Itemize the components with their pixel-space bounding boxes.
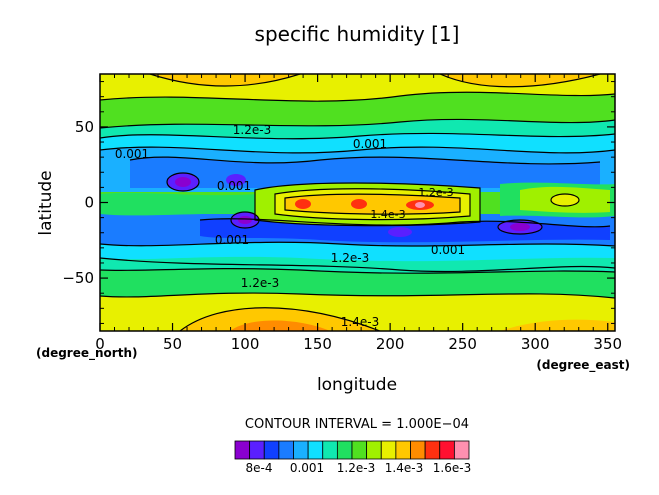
band-south-orange2 — [230, 320, 330, 331]
colorbar — [234, 440, 470, 460]
colorbar-swatch — [380, 440, 397, 460]
contour-label: 0.001 — [217, 179, 251, 193]
y-tick-label: −50 — [62, 269, 94, 287]
spot-red-2 — [351, 199, 367, 209]
contour-label: 1.2e-3 — [331, 251, 369, 265]
colorbar-swatch — [366, 440, 382, 460]
spot-yellow-east — [551, 194, 579, 206]
colorbar-tick-label: 1.2e-3 — [337, 461, 375, 475]
spot-pink — [415, 202, 425, 208]
contour-label: 0.001 — [431, 243, 465, 257]
colorbar-tick-label: 1.6e-3 — [433, 461, 471, 475]
spot-red-1 — [295, 199, 311, 209]
spot-purple-2 — [238, 216, 252, 224]
colorbar-swatch — [234, 440, 251, 460]
colorbar-ticks: 8e-4 0.001 1.2e-3 1.4e-3 1.6e-3 — [246, 461, 472, 475]
colorbar-swatch — [307, 440, 324, 460]
colorbar-swatch — [322, 440, 338, 460]
band-equator-green — [100, 182, 615, 218]
colorbar-swatch — [278, 440, 294, 460]
band-north-orange — [150, 74, 600, 87]
x-unit-label: (degree_east) — [536, 358, 630, 373]
y-unit-label: (degree_north) — [36, 346, 137, 361]
x-axis-label: longitude — [317, 375, 397, 395]
spot-violet-2 — [226, 174, 246, 186]
colorbar-swatch — [351, 440, 368, 460]
spot-violet-5 — [388, 227, 412, 237]
y-tick-label: 0 — [84, 194, 94, 212]
contour-labels: 0.001 1.2e-3 0.001 0.001 1.4e-3 1.2e-3 0… — [115, 123, 465, 329]
colorbar-tick-label: 0.001 — [290, 461, 324, 475]
contour-label: 1.2e-3 — [233, 123, 271, 137]
colorbar-swatch — [249, 440, 265, 460]
colorbar-swatch — [439, 440, 455, 460]
x-tick-label: 300 — [521, 335, 550, 353]
band-blue-north-deep — [130, 157, 600, 188]
contour-label: 1.4e-3 — [341, 315, 379, 329]
spot-purple-1 — [175, 177, 191, 187]
contour-label: 0.001 — [115, 147, 149, 161]
contour-fill — [100, 74, 615, 331]
colorbar-tick-label: 1.4e-3 — [385, 461, 423, 475]
x-tick-label: 150 — [303, 335, 332, 353]
chart-title: specific humidity [1] — [255, 22, 460, 46]
x-tick-label: 250 — [448, 335, 477, 353]
spot-purple-3 — [510, 223, 530, 231]
x-tick-label: 50 — [163, 335, 182, 353]
colorbar-swatch — [293, 440, 309, 460]
colorbar-swatch — [336, 440, 353, 460]
x-tick-label: 0 — [95, 335, 105, 353]
contour-lines — [100, 74, 615, 331]
colorbar-swatch — [453, 440, 470, 460]
x-tick-label: 350 — [593, 335, 622, 353]
colorbar-swatch — [424, 440, 441, 460]
colorbar-swatch — [263, 440, 280, 460]
x-tick-label: 200 — [376, 335, 405, 353]
contour-label: 1.2e-3 — [241, 276, 279, 290]
contour-label: 1.2e-3 — [418, 186, 453, 199]
y-axis: 50 0 −50 — [62, 81, 615, 324]
x-tick-label: 100 — [231, 335, 260, 353]
colorbar-swatch — [395, 440, 411, 460]
y-tick-label: 50 — [75, 118, 94, 136]
x-axis: 0 50 100 150 200 250 300 350 — [95, 74, 622, 353]
contour-interval: CONTOUR INTERVAL = 1.000E−04 — [245, 417, 469, 432]
contour-label: 1.4e-3 — [370, 208, 405, 221]
colorbar-tick-label: 8e-4 — [246, 461, 273, 475]
y-axis-label: latitude — [36, 170, 56, 235]
contour-label: 0.001 — [215, 233, 249, 247]
contour-label: 0.001 — [353, 137, 387, 151]
colorbar-swatch — [410, 440, 426, 460]
